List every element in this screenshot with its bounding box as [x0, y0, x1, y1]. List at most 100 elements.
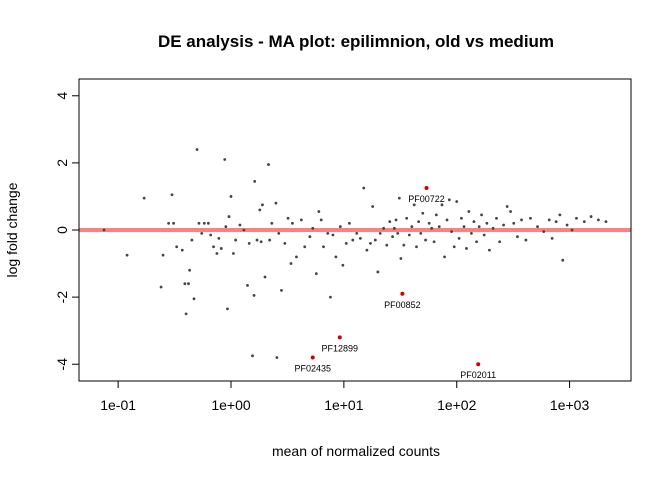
data-point — [227, 215, 231, 218]
data-point — [317, 210, 321, 213]
significant-point — [424, 186, 429, 191]
data-point — [322, 245, 325, 249]
y-axis-label: log fold change — [4, 182, 20, 277]
significant-point — [476, 362, 481, 367]
data-point — [445, 218, 449, 222]
data-point — [430, 226, 434, 230]
data-point — [224, 225, 228, 229]
data-point — [516, 235, 519, 239]
data-point — [102, 228, 106, 232]
data-point — [373, 238, 377, 242]
data-point — [212, 245, 215, 249]
y-tick-label: 2 — [54, 159, 70, 167]
data-point — [253, 179, 257, 183]
data-point — [195, 148, 199, 151]
data-point — [388, 220, 392, 224]
data-point — [480, 213, 483, 217]
data-point — [495, 216, 498, 220]
data-point — [355, 231, 359, 235]
data-point — [192, 297, 196, 301]
data-point — [570, 228, 574, 232]
point-annotation: PF00852 — [384, 300, 421, 310]
data-point — [252, 294, 256, 297]
data-point — [417, 220, 421, 224]
significant-point — [310, 355, 315, 360]
data-point — [475, 240, 479, 244]
data-point — [505, 205, 509, 208]
data-point — [270, 221, 274, 225]
data-point — [371, 205, 375, 208]
data-point — [259, 240, 263, 244]
data-point — [482, 233, 486, 237]
data-point — [231, 252, 235, 255]
x-tick-label: 1e+01 — [324, 397, 364, 413]
data-point — [485, 221, 489, 225]
data-point — [394, 218, 398, 222]
data-point — [376, 270, 380, 274]
data-point — [392, 226, 396, 230]
data-point — [465, 247, 468, 250]
data-point — [187, 282, 190, 286]
data-point — [274, 201, 278, 205]
x-axis-label: mean of normalized counts — [272, 443, 440, 459]
data-point — [319, 218, 323, 222]
data-point — [268, 238, 272, 242]
data-point — [512, 221, 516, 225]
data-point — [303, 245, 307, 249]
data-point — [219, 247, 223, 250]
data-point — [427, 221, 431, 225]
data-point — [467, 210, 471, 213]
plot-frame — [78, 78, 632, 382]
data-point — [277, 231, 281, 235]
data-point — [472, 220, 476, 224]
data-point — [405, 216, 409, 220]
data-point — [447, 198, 451, 202]
data-point — [348, 221, 351, 225]
data-point — [498, 240, 502, 244]
point-annotation: PF12899 — [322, 343, 359, 353]
data-point — [311, 226, 315, 230]
data-point — [565, 223, 569, 227]
data-point — [604, 220, 608, 224]
data-point — [460, 216, 463, 220]
data-point — [589, 215, 593, 218]
data-point — [299, 218, 303, 222]
data-point — [326, 231, 330, 235]
data-point — [529, 216, 532, 220]
data-point — [170, 193, 174, 197]
data-point — [246, 283, 249, 287]
data-point — [369, 242, 372, 245]
data-point — [197, 221, 201, 225]
data-point — [280, 289, 283, 292]
data-point — [247, 242, 251, 245]
data-point — [341, 263, 345, 267]
data-point — [172, 221, 175, 225]
data-point — [597, 218, 600, 222]
data-point — [209, 233, 213, 237]
data-point — [462, 225, 466, 229]
data-point — [452, 245, 456, 249]
data-point — [251, 354, 254, 358]
data-point — [161, 253, 165, 257]
data-point — [419, 231, 423, 235]
data-point — [437, 225, 441, 229]
data-point — [226, 307, 229, 311]
x-tick-label: 1e+00 — [211, 397, 251, 413]
data-point — [524, 238, 528, 242]
data-point — [561, 258, 565, 262]
data-point — [424, 238, 428, 242]
data-point — [215, 252, 219, 255]
data-point — [362, 186, 366, 190]
data-point — [382, 226, 386, 230]
data-point — [295, 255, 298, 259]
data-point — [338, 225, 342, 229]
data-point — [520, 218, 523, 222]
data-point — [407, 233, 411, 237]
data-point — [267, 163, 270, 166]
point-annotation: PF02435 — [294, 364, 331, 374]
data-point — [188, 268, 192, 272]
data-point — [440, 203, 444, 207]
data-point — [432, 240, 436, 244]
data-point — [200, 231, 204, 235]
